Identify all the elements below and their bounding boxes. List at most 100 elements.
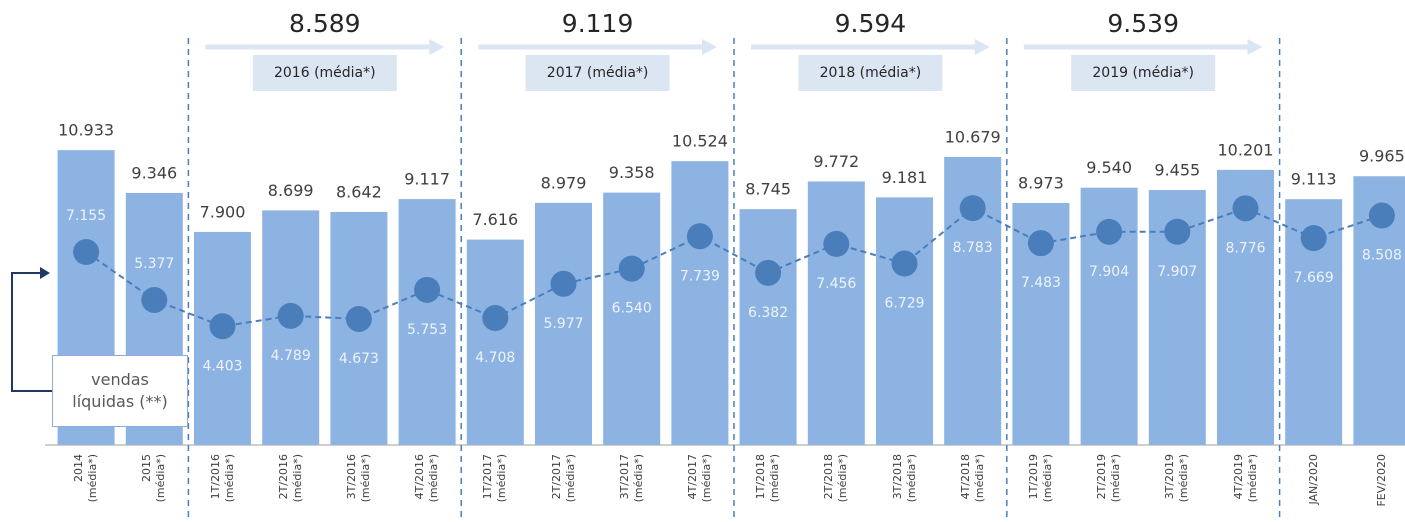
line-point [482, 305, 509, 332]
line-value-label: 8.776 [1225, 240, 1265, 256]
bar-value-label: 10.201 [1218, 140, 1274, 159]
bar [535, 202, 592, 445]
legend-connector [11, 272, 52, 392]
bar-value-label: 9.965 [1359, 147, 1405, 166]
line-point [823, 230, 850, 257]
x-tick-label: 3T/2018 (média*) [890, 454, 918, 503]
line-point [414, 276, 441, 303]
bar [398, 199, 456, 445]
bar-value-label: 9.540 [1086, 158, 1132, 177]
line-value-label: 8.508 [1362, 248, 1402, 264]
line-value-label: 8.783 [953, 240, 993, 256]
group-label: 2016 (média*) [274, 65, 376, 81]
line-value-label: 7.669 [1294, 270, 1334, 286]
bar-value-label: 8.979 [541, 173, 587, 192]
line-value-label: 4.789 [271, 348, 311, 364]
group-arrowhead [702, 39, 717, 55]
bar [603, 192, 661, 445]
group-label: 2019 (média*) [1092, 65, 1194, 81]
bar-value-label: 9.113 [1291, 170, 1337, 189]
x-tick-label: JAN/2020 [1306, 454, 1320, 505]
line [85, 206, 1383, 328]
group-value: 9.594 [835, 9, 907, 38]
x-tick-label: 4T/2017 (média*) [685, 454, 713, 503]
line-point [209, 313, 236, 340]
bar [876, 197, 933, 445]
legend-label: vendas líquidas (**) [52, 355, 188, 427]
line-value-label: 7.904 [1089, 264, 1129, 280]
group-arrowhead [1247, 39, 1263, 55]
line-point [891, 250, 918, 277]
x-tick-label: FEV/2020 [1374, 454, 1388, 507]
bar-value-label: 9.346 [131, 163, 177, 182]
group-value: 9.119 [562, 9, 634, 38]
x-tick-label: 3T/2019 (média*) [1163, 454, 1191, 503]
x-tick-label: 4T/2018 (média*) [958, 454, 986, 503]
bar-value-label: 7.616 [472, 210, 518, 229]
line-point [1300, 225, 1327, 252]
x-tick-label: 3T/2017 (média*) [617, 454, 645, 503]
x-tick-label: 4T/2016 (média*) [413, 454, 441, 503]
line-value-label: 6.540 [612, 301, 652, 317]
x-tick-label: 2T/2016 (média*) [276, 454, 304, 503]
line-point [618, 255, 645, 282]
line-point [141, 286, 168, 313]
line-value-label: 4.708 [475, 350, 515, 366]
x-tick-label: 2T/2019 (média*) [1095, 454, 1123, 503]
bar-value-label: 8.699 [268, 181, 314, 200]
line-value-label: 7.483 [1021, 275, 1061, 291]
group-box [798, 55, 943, 91]
group-arrowhead [974, 39, 990, 55]
bar [671, 161, 729, 446]
x-tick-label: 2015 (média*) [140, 454, 168, 503]
group-box [525, 55, 670, 91]
bar-value-label: 8.973 [1018, 174, 1064, 193]
group-label: 2017 (média*) [547, 65, 649, 81]
x-tick-label: 1T/2017 (média*) [481, 454, 509, 503]
x-tick-label: 2T/2017 (média*) [549, 454, 577, 503]
x-tick-label: 2T/2018 (média*) [822, 454, 850, 503]
bar-value-label: 10.933 [58, 121, 114, 140]
line-value-label: 7.907 [1157, 264, 1197, 280]
line-point [1232, 195, 1259, 222]
group-box [252, 55, 397, 91]
bar-value-label: 9.117 [404, 170, 450, 189]
x-tick-label: 1T/2019 (média*) [1026, 454, 1054, 503]
line-point [755, 259, 782, 286]
line-value-label: 7.155 [66, 208, 106, 224]
x-tick-label: 3T/2016 (média*) [344, 454, 372, 503]
line-value-label: 5.377 [134, 256, 174, 272]
x-tick-label: 2014 (média*) [72, 454, 100, 503]
bar [807, 181, 865, 445]
line-value-label: 4.403 [202, 358, 242, 374]
bar-value-label: 10.524 [672, 132, 728, 151]
line-point [1368, 202, 1395, 229]
bar-value-label: 9.455 [1154, 161, 1200, 180]
line-point [686, 223, 713, 250]
line-value-label: 4.673 [339, 351, 379, 367]
group-box [1071, 55, 1216, 91]
bar-value-label: 9.358 [609, 163, 655, 182]
line-value-label: 7.456 [816, 276, 856, 292]
line-value-label: 5.977 [543, 316, 583, 332]
group-arrowhead [429, 39, 445, 55]
legend-arrowhead [40, 267, 50, 279]
x-tick-label: 1T/2016 (média*) [208, 454, 236, 503]
x-tick-label: 4T/2019 (média*) [1231, 454, 1259, 503]
group-value: 8.589 [289, 9, 361, 38]
bar-value-label: 8.745 [745, 180, 791, 199]
line-value-label: 6.729 [884, 296, 924, 312]
bar-value-label: 7.900 [200, 202, 246, 221]
line-value-label: 5.753 [407, 322, 447, 338]
bar [739, 209, 797, 445]
bar-value-label: 8.642 [336, 182, 382, 201]
bar-value-label: 9.181 [882, 168, 928, 187]
x-tick-label: 1T/2018 (média*) [754, 454, 782, 503]
line-value-label: 7.739 [680, 268, 720, 284]
group-label: 2018 (média*) [820, 65, 922, 81]
line-point [1164, 218, 1191, 245]
bar-value-label: 10.679 [945, 127, 1001, 146]
bar [466, 239, 524, 445]
